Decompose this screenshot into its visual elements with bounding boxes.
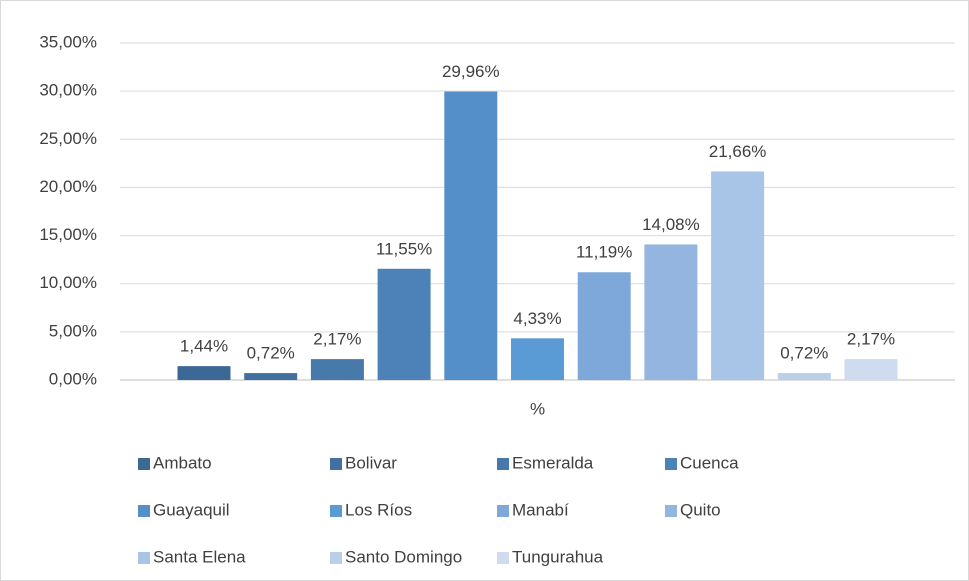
legend-swatch: [497, 552, 509, 564]
bar: [844, 359, 898, 380]
y-tick-label: 35,00%: [39, 32, 97, 51]
legend-label: Quito: [680, 500, 721, 519]
value-label: 2,17%: [847, 330, 895, 349]
y-tick-label: 15,00%: [39, 225, 97, 244]
legend-swatch: [665, 458, 677, 470]
value-label: 0,72%: [780, 344, 828, 363]
value-label: 2,17%: [313, 330, 361, 349]
legend-label: Los Ríos: [345, 500, 412, 519]
legend-label: Santa Elena: [153, 547, 246, 566]
y-tick-label: 30,00%: [39, 81, 97, 100]
bar: [511, 338, 564, 380]
legend-label: Cuenca: [680, 453, 739, 472]
y-tick-label: 5,00%: [49, 321, 97, 340]
x-tick-label: %: [530, 399, 545, 418]
bar: [577, 272, 631, 380]
bar: [377, 268, 431, 380]
value-label: 11,19%: [576, 243, 632, 262]
legend-label: Guayaquil: [153, 500, 230, 519]
legend-swatch: [497, 505, 509, 517]
legend-swatch: [138, 505, 150, 517]
legend-label: Tungurahua: [512, 547, 604, 566]
bar: [777, 373, 831, 380]
y-tick-label: 20,00%: [39, 177, 97, 196]
bar: [310, 359, 364, 380]
value-label: 11,55%: [376, 239, 432, 258]
value-label: 4,33%: [513, 309, 561, 328]
legend-swatch: [138, 552, 150, 564]
legend-swatch: [330, 505, 342, 517]
value-label: 29,96%: [442, 62, 500, 81]
bar: [244, 373, 298, 380]
legend-label: Esmeralda: [512, 453, 594, 472]
legend-label: Bolivar: [345, 453, 397, 472]
value-label: 21,66%: [709, 142, 767, 161]
bar: [444, 91, 498, 380]
legend-label: Santo Domingo: [345, 547, 462, 566]
legend-swatch: [330, 552, 342, 564]
value-label: 1,44%: [180, 337, 228, 356]
legend-swatch: [665, 505, 677, 517]
legend-label: Manabí: [512, 500, 569, 519]
bar: [711, 171, 765, 380]
value-label: 0,72%: [247, 344, 295, 363]
legend-swatch: [330, 458, 342, 470]
y-tick-label: 10,00%: [39, 273, 97, 292]
y-tick-label: 25,00%: [39, 129, 97, 148]
bar: [177, 366, 231, 380]
value-label: 14,08%: [642, 215, 700, 234]
legend-swatch: [497, 458, 509, 470]
y-tick-label: 0,00%: [49, 369, 97, 388]
legend-label: Ambato: [153, 453, 212, 472]
bar: [644, 244, 698, 380]
legend-swatch: [138, 458, 150, 470]
